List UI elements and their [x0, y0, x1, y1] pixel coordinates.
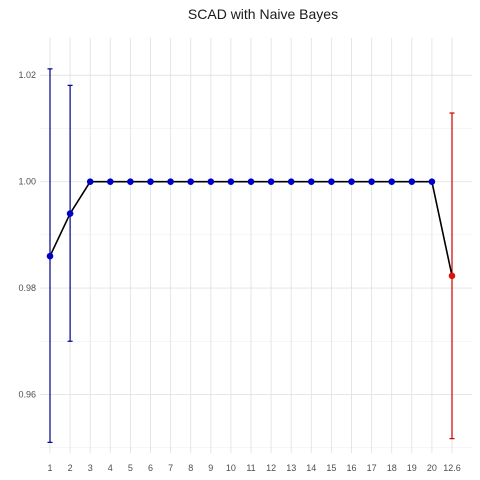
x-tick-label: 16: [346, 463, 356, 473]
x-tick-label: 2: [68, 463, 73, 473]
data-point: [368, 178, 375, 185]
data-point: [287, 178, 295, 185]
y-axis-ticks: 0.96 0.98 1.00 1.02: [18, 70, 36, 399]
x-tick-label: 1: [47, 463, 52, 473]
x-tick-label: 14: [306, 463, 316, 473]
x-tick-label: 10: [226, 463, 236, 473]
x-tick-label: 15: [326, 463, 336, 473]
data-point: [227, 178, 235, 185]
data-point: [147, 178, 154, 185]
x-tick-label: 12: [266, 463, 276, 473]
data-point: [46, 252, 54, 260]
data-point: [448, 272, 456, 280]
data-point: [348, 178, 355, 185]
x-tick-label: 6: [148, 463, 153, 473]
data-points: [46, 178, 456, 280]
data-point: [167, 178, 174, 185]
data-point: [247, 178, 255, 185]
data-point: [388, 178, 396, 185]
x-tick-label: 17: [367, 463, 377, 473]
data-point: [267, 178, 275, 185]
x-tick-label: 5: [128, 463, 133, 473]
data-point: [428, 178, 436, 185]
y-tick-label: 0.98: [18, 283, 36, 293]
x-tick-label: 20: [427, 463, 437, 473]
x-tick-label: 19: [407, 463, 417, 473]
data-point: [207, 178, 215, 185]
x-tick-label: 13: [286, 463, 296, 473]
x-tick-label: 9: [208, 463, 213, 473]
data-point: [308, 178, 315, 185]
chart-title: SCAD with Naive Bayes: [188, 6, 338, 22]
data-point: [328, 178, 335, 185]
x-tick-label: 3: [88, 463, 93, 473]
data-point: [408, 178, 416, 185]
x-tick-label: 7: [168, 463, 173, 473]
x-tick-label: 11: [246, 463, 255, 473]
x-tick-label: 12.6: [443, 463, 461, 473]
y-tick-label: 1.02: [18, 70, 36, 80]
data-point: [66, 210, 74, 217]
data-point: [107, 178, 114, 185]
x-tick-label: 8: [188, 463, 193, 473]
y-tick-label: 0.96: [18, 389, 36, 399]
data-point: [86, 178, 94, 185]
data-point: [187, 178, 194, 185]
grid: [40, 38, 472, 453]
x-tick-label: 4: [108, 463, 113, 473]
y-tick-label: 1.00: [18, 177, 36, 187]
x-axis-ticks: 1 2 3 4 5 6 7 8 9 10 11 12 13 14 15 16 17 18 19 20 12.6: [47, 463, 460, 473]
x-tick-label: 18: [387, 463, 397, 473]
data-point: [127, 178, 134, 185]
